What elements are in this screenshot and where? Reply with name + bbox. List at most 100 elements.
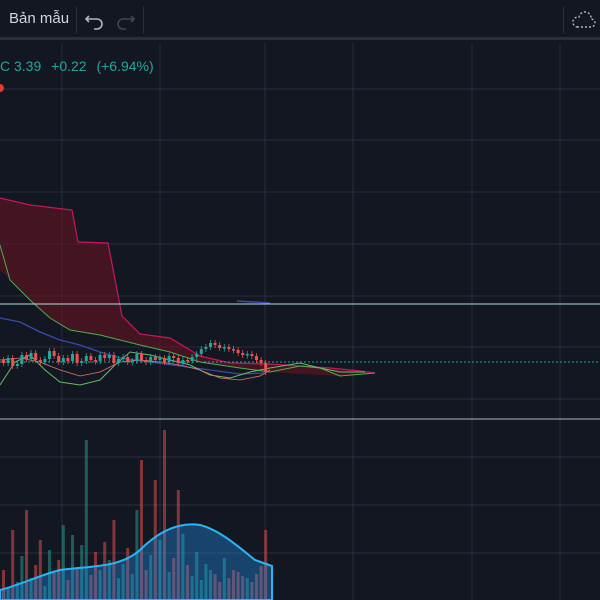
candle-body [255,356,258,360]
volume-bar [121,564,125,600]
candle-body [250,354,254,356]
volume-bar [61,525,65,600]
undo-icon[interactable] [83,8,107,32]
candle-body [20,355,24,364]
volume-bar [140,460,143,600]
candle-body [264,363,268,372]
volume-bar [250,582,254,600]
top-toolbar: Bản mẫu [0,0,600,40]
volume-bar [98,570,102,600]
volume-bars [2,430,268,600]
volume-bar [107,560,111,600]
candle-body [199,349,203,354]
volume-bar [153,480,157,600]
candle-body [107,355,111,358]
volume-bar [199,580,203,600]
volume-bar [48,550,51,600]
price-chart[interactable] [0,43,600,600]
volume-bar [255,574,258,600]
volume-bar [163,430,166,600]
candle-body [98,355,102,361]
volume-bar [167,572,171,600]
volume-bar [227,578,231,600]
volume-bar [149,555,153,600]
candle-body [186,360,189,362]
candle-body [227,347,231,349]
ohlc-legend: C 3.39 +0.22 (+6.94%) [0,58,160,74]
volume-bar [241,576,245,600]
volume-bar [209,570,212,600]
candle-body [176,358,180,363]
volume-bar [75,567,79,600]
candle-body [241,353,245,355]
candle-body [75,354,79,363]
candle-body [2,360,5,363]
candle-body [209,343,212,347]
volume-bar [236,572,240,600]
candle-body [11,358,15,366]
candle-body [204,347,208,349]
volume-bar [89,575,93,600]
candle-body [130,361,134,363]
candle-body [34,353,38,360]
candle-body [6,358,10,363]
volume-bar [80,545,84,600]
volume-bar [126,548,130,600]
candle-body [89,356,93,360]
volume-bar [186,565,189,600]
candle-body [52,351,56,356]
template-button[interactable]: Bản mẫu [9,10,70,27]
volume-bar [94,552,97,600]
senkou-span-a-line [0,244,376,377]
volume-bar [43,586,47,600]
volume-bar [204,564,208,600]
volume-bar [66,580,70,600]
candle-body [15,364,19,366]
volume-bar [232,570,235,600]
candle-body [158,358,162,360]
volume-bar [71,535,74,600]
candle-body [80,361,84,363]
volume-ma-area [0,523,273,600]
candle-body [57,356,61,362]
candle-body [71,354,74,361]
candle-body [38,360,42,362]
candle-body [48,351,51,359]
volume-bar [222,558,226,600]
volume-bar [29,578,33,600]
toolbar-divider [563,6,564,34]
volume-bar [172,558,176,600]
volume-bar [52,572,56,600]
candle-body [84,356,88,361]
candle-body [190,357,194,361]
volume-bar [2,570,5,600]
redo-icon[interactable] [113,8,137,32]
event-marker[interactable] [0,84,4,92]
volume-bar [245,578,249,600]
volume-bar [181,534,185,600]
candle-body [181,360,185,363]
volume-bar [6,588,10,600]
cloud-save-icon[interactable] [570,8,598,32]
volume-bar [112,520,116,600]
candle-body [61,358,65,362]
candlestick-series [2,340,268,375]
volume-bar [259,566,263,600]
candle-body [222,347,226,349]
candle-body [43,359,47,362]
volume-bar [11,530,15,600]
volume-bar [57,560,61,600]
volume-bar [117,578,120,600]
volume-bar [103,542,107,600]
volume-bar [84,440,88,600]
candle-body [29,353,33,359]
candle-body [117,359,120,363]
volume-bar [144,570,148,600]
candle-body [66,358,70,361]
candle-body [232,349,235,351]
candle-body [103,355,107,358]
senkou-span-b-line [0,197,376,374]
volume-bar [135,510,139,600]
volume-bar [264,530,268,600]
volume-bar [15,582,19,600]
